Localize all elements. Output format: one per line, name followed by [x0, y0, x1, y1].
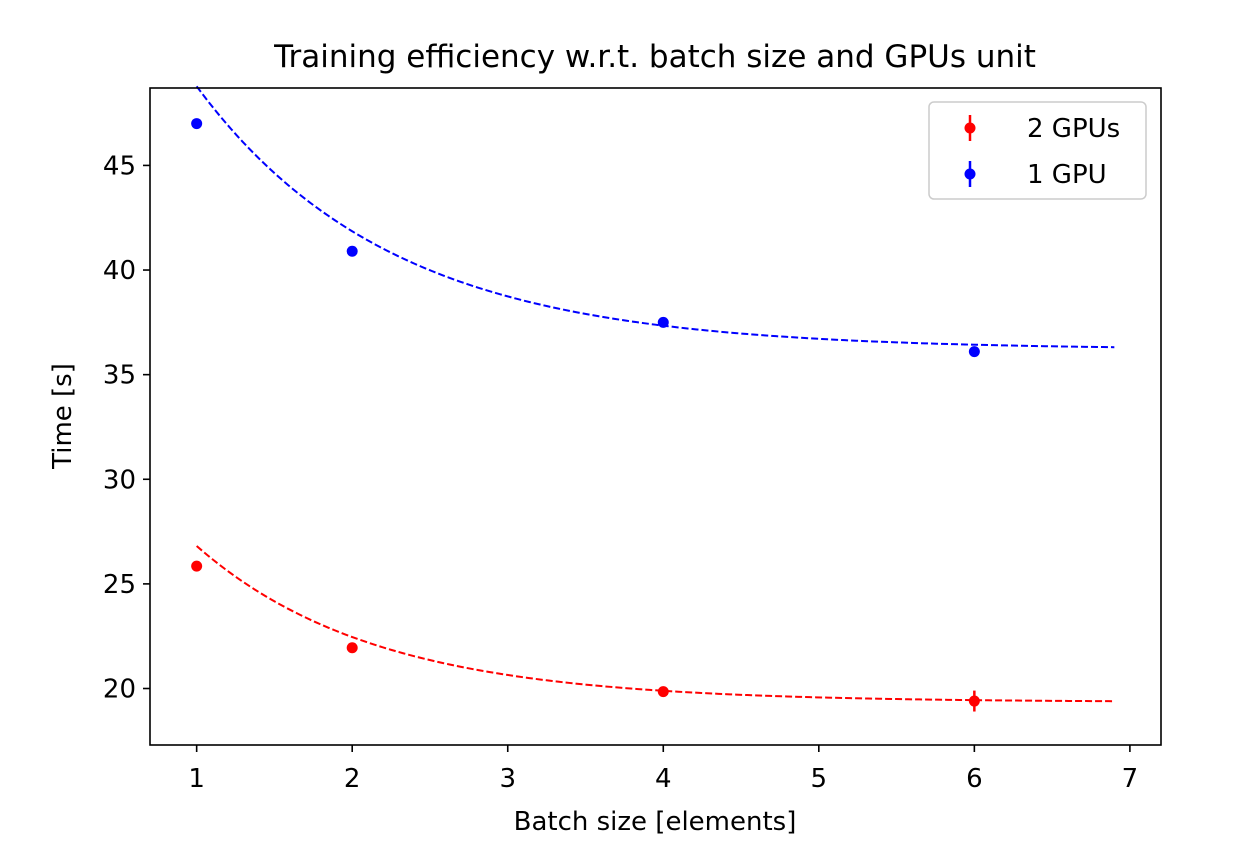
- plot-frame: [149, 87, 1162, 746]
- y-tick-label: 25: [103, 570, 136, 600]
- legend: 2 GPUs 1 GPU: [928, 101, 1147, 200]
- fit-curve-1-gpu: [195, 85, 1115, 349]
- y-tick-label: 35: [103, 361, 136, 391]
- legend-label-2-gpus: 2 GPUs: [1027, 114, 1120, 144]
- data-point-2-gpus: [346, 642, 358, 654]
- data-point-1-gpu: [657, 316, 669, 328]
- y-tick-label: 40: [103, 256, 136, 286]
- data-point-2-gpus: [657, 686, 669, 698]
- x-tick-label: 3: [499, 764, 516, 794]
- legend-box: [928, 101, 1147, 200]
- x-tick-label: 7: [1122, 764, 1139, 794]
- x-tick-label: 6: [966, 764, 983, 794]
- y-axis-label: Time [s]: [48, 363, 78, 470]
- x-tick-label: 1: [188, 764, 205, 794]
- data-point-1-gpu: [346, 245, 358, 257]
- data-point-1-gpu: [968, 346, 980, 358]
- chart-title: Training efficiency w.r.t. batch size an…: [273, 39, 1036, 75]
- x-tick-label: 5: [811, 764, 828, 794]
- legend-marker-2-gpus: [964, 122, 976, 134]
- y-tick-label: 30: [103, 465, 136, 495]
- legend-marker-1-gpu: [964, 168, 976, 180]
- legend-items: 2 GPUs 1 GPU: [964, 114, 1120, 190]
- data-point-1-gpu: [191, 118, 203, 130]
- plot-area: [191, 85, 1115, 712]
- y-tick-label: 45: [103, 151, 136, 181]
- legend-label-1-gpu: 1 GPU: [1027, 160, 1107, 190]
- fit-curve-2-gpus: [196, 545, 1115, 703]
- x-axis-label: Batch size [elements]: [514, 807, 797, 837]
- y-tick-label: 20: [103, 675, 136, 705]
- x-tick-label: 4: [655, 764, 672, 794]
- data-point-2-gpus: [968, 695, 980, 707]
- x-tick-label: 2: [344, 764, 361, 794]
- data-point-2-gpus: [191, 560, 203, 572]
